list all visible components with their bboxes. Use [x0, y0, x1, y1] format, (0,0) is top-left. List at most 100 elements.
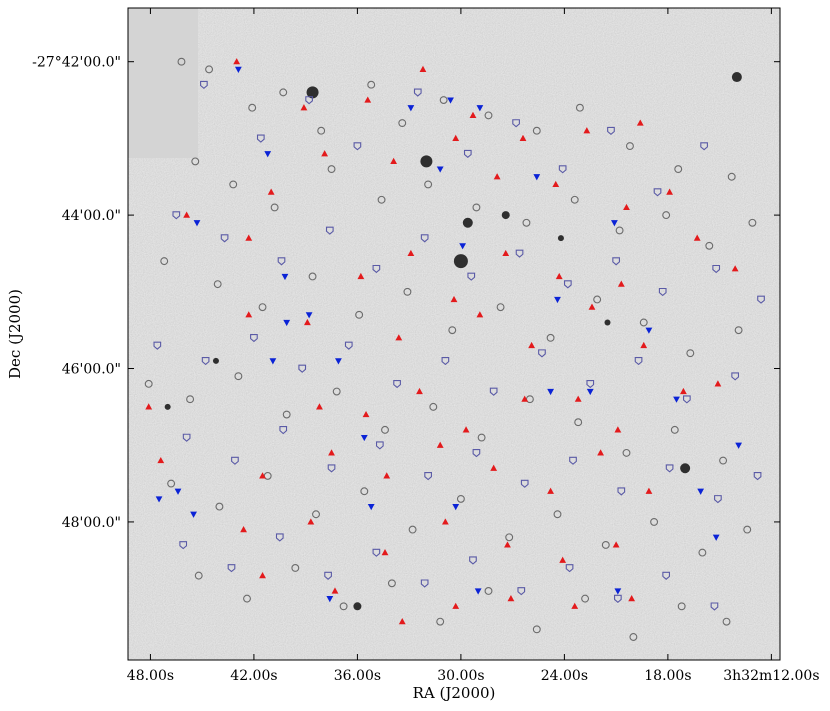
shield-marker — [413, 88, 422, 97]
shield-marker — [512, 119, 520, 128]
circle-marker — [722, 617, 731, 626]
circle-marker — [574, 418, 583, 427]
circle-marker — [339, 602, 348, 611]
red-triangle-marker — [321, 150, 329, 157]
shield-marker — [714, 495, 722, 504]
shield-marker — [375, 441, 384, 450]
shield-marker — [614, 594, 622, 603]
shield-marker — [201, 356, 210, 366]
circle-marker — [381, 425, 389, 434]
plot-frame — [127, 7, 781, 661]
circle-marker — [387, 579, 396, 588]
bright-source — [164, 403, 171, 410]
red-triangle-marker — [636, 119, 644, 126]
shield-marker — [665, 464, 674, 473]
red-triangle-marker — [504, 541, 511, 548]
shield-marker — [424, 472, 432, 481]
red-triangle-marker — [362, 410, 370, 418]
shield-marker — [372, 264, 381, 274]
bright-source — [501, 211, 510, 220]
blue-triangle-marker — [234, 66, 242, 73]
y-tick-label: 46'00.0" — [62, 362, 121, 378]
circle-marker — [194, 571, 203, 580]
shield-marker — [305, 96, 313, 105]
shield-marker — [463, 149, 472, 159]
blue-triangle-marker — [645, 327, 653, 334]
red-triangle-marker — [364, 96, 372, 103]
red-triangle-marker — [452, 602, 460, 609]
blue-triangle-marker — [673, 396, 680, 403]
shield-marker — [472, 449, 481, 458]
circle-marker — [546, 333, 555, 342]
circle-marker — [270, 203, 279, 212]
circle-marker — [553, 510, 562, 519]
blue-triangle-marker — [281, 273, 289, 281]
red-triangle-marker — [407, 249, 415, 257]
circle-marker — [484, 111, 493, 120]
shield-marker — [220, 234, 229, 243]
circle-marker — [496, 303, 505, 312]
circle-marker — [177, 57, 186, 66]
sky-image-noise — [128, 8, 780, 660]
red-triangle-marker — [640, 341, 648, 349]
shield-marker — [515, 249, 524, 258]
bright-source — [420, 155, 433, 168]
shield-marker — [489, 387, 498, 396]
red-triangle-marker — [502, 249, 510, 257]
red-triangle-marker — [628, 595, 636, 602]
circle-marker — [279, 88, 288, 97]
shield-marker — [565, 564, 574, 573]
y-axis: -27°42'00.0" 44'00.0" 46'00.0" 48'00.0" — [32, 55, 780, 531]
circle-marker — [615, 226, 624, 235]
bright-source — [212, 357, 219, 364]
shield-marker — [420, 579, 429, 588]
blue-triangle-marker — [407, 105, 415, 112]
red-triangle-marker — [316, 403, 323, 410]
red-triangle-marker — [452, 134, 460, 141]
shield-marker — [612, 257, 620, 266]
red-triangle-marker — [441, 518, 449, 525]
circle-marker — [439, 96, 448, 104]
blue-triangle-marker — [712, 534, 720, 541]
red-triangle-marker — [666, 188, 674, 195]
x-axis-title: RA (J2000) — [413, 684, 496, 702]
circle-marker — [186, 395, 195, 404]
circle-marker — [234, 372, 243, 381]
shield-marker — [325, 226, 334, 235]
circle-marker — [191, 157, 200, 166]
circle-marker — [472, 203, 481, 212]
x-tick-label: 36.00s — [334, 668, 381, 684]
circle-marker — [424, 180, 433, 189]
red-triangle-marker — [612, 541, 620, 548]
red-triangle-marker — [597, 449, 605, 456]
circle-marker — [403, 287, 412, 296]
circle-marker — [484, 587, 493, 595]
circle-marker — [719, 456, 728, 465]
circle-marker — [748, 218, 757, 227]
red-triangle-marker — [714, 380, 722, 387]
circle-marker — [213, 280, 222, 289]
circle-marker — [670, 425, 679, 434]
red-triangle-marker — [571, 602, 579, 609]
circle-marker — [248, 103, 257, 112]
circle-marker — [317, 126, 326, 135]
bright-source — [353, 602, 362, 611]
red-triangle-marker — [617, 280, 625, 287]
red-triangle-marker — [267, 188, 275, 195]
circle-marker — [160, 257, 169, 266]
shield-marker — [757, 295, 765, 304]
blue-triangle-marker — [547, 388, 554, 396]
red-triangle-marker — [303, 318, 311, 326]
shield-marker — [420, 234, 429, 243]
red-triangle-marker — [559, 556, 567, 563]
shield-marker — [653, 188, 662, 197]
bright-source — [557, 235, 564, 242]
blue-triangle-marker — [554, 296, 561, 304]
shield-marker — [467, 272, 476, 281]
blue-triangle-marker — [360, 434, 368, 442]
shield-marker — [617, 487, 626, 496]
red-triangle-marker — [552, 180, 560, 188]
blue-triangle-marker — [193, 220, 201, 227]
circle-marker — [167, 479, 176, 488]
bright-source — [462, 217, 473, 228]
